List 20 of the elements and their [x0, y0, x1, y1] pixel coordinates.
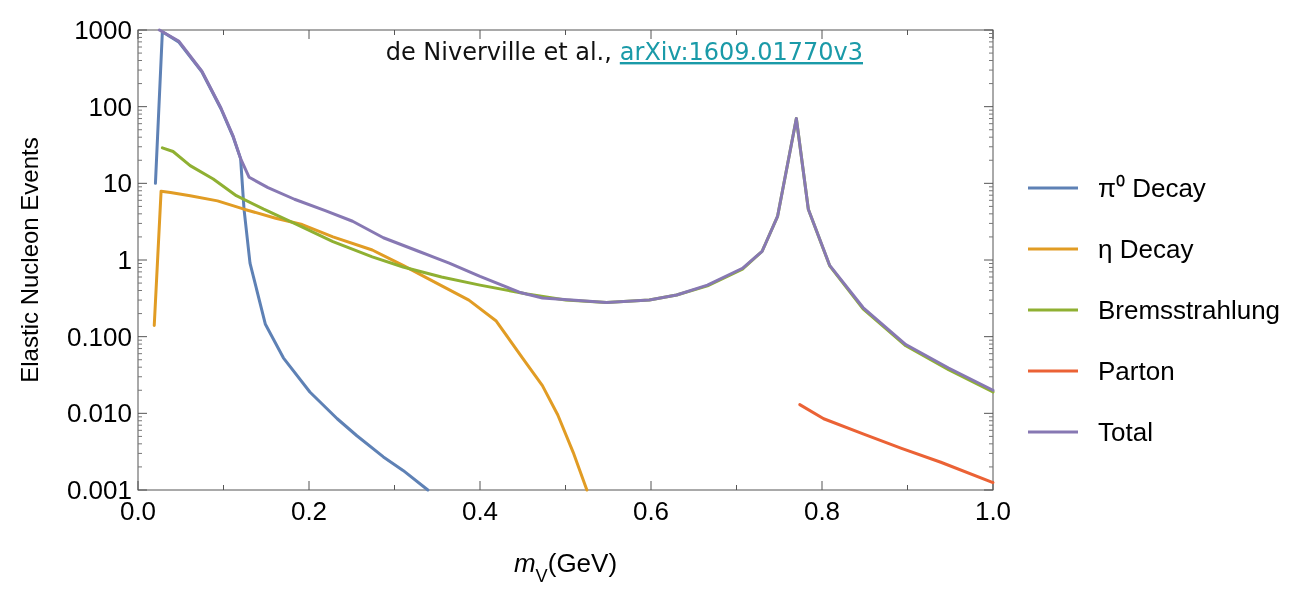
y-tick-label: 0.010 — [66, 398, 132, 429]
x-axis-title: m$_{V}$(GeV) — [513, 548, 618, 586]
y-tick-label: 1 — [117, 245, 132, 276]
legend-label: Bremsstrahlung — [1098, 295, 1281, 326]
y-tick-label: 10 — [103, 168, 132, 199]
y-axis-title: Elastic Nucleon Events — [16, 137, 43, 383]
x-tick-label: 0.4 — [461, 496, 499, 526]
legend-label: π⁰ Decay — [1098, 173, 1206, 204]
y-tick-label: 100 — [88, 91, 132, 122]
x-tick-label: 0.8 — [803, 496, 841, 526]
legend-label: η Decay — [1098, 234, 1194, 265]
x-tick-label: 0.2 — [290, 496, 328, 526]
y-tick-label: 1000 — [74, 15, 132, 46]
x-tick-label: 0.6 — [632, 496, 670, 526]
annotation: de Niverville et al., — [385, 38, 612, 66]
legend-label: Total — [1098, 417, 1153, 448]
y-tick-label: 0.100 — [66, 321, 132, 352]
legend-label: Parton — [1098, 356, 1175, 387]
x-tick-label: 1.0 — [974, 496, 1012, 526]
annotation: arXiv:1609.01770v3 — [619, 38, 863, 66]
